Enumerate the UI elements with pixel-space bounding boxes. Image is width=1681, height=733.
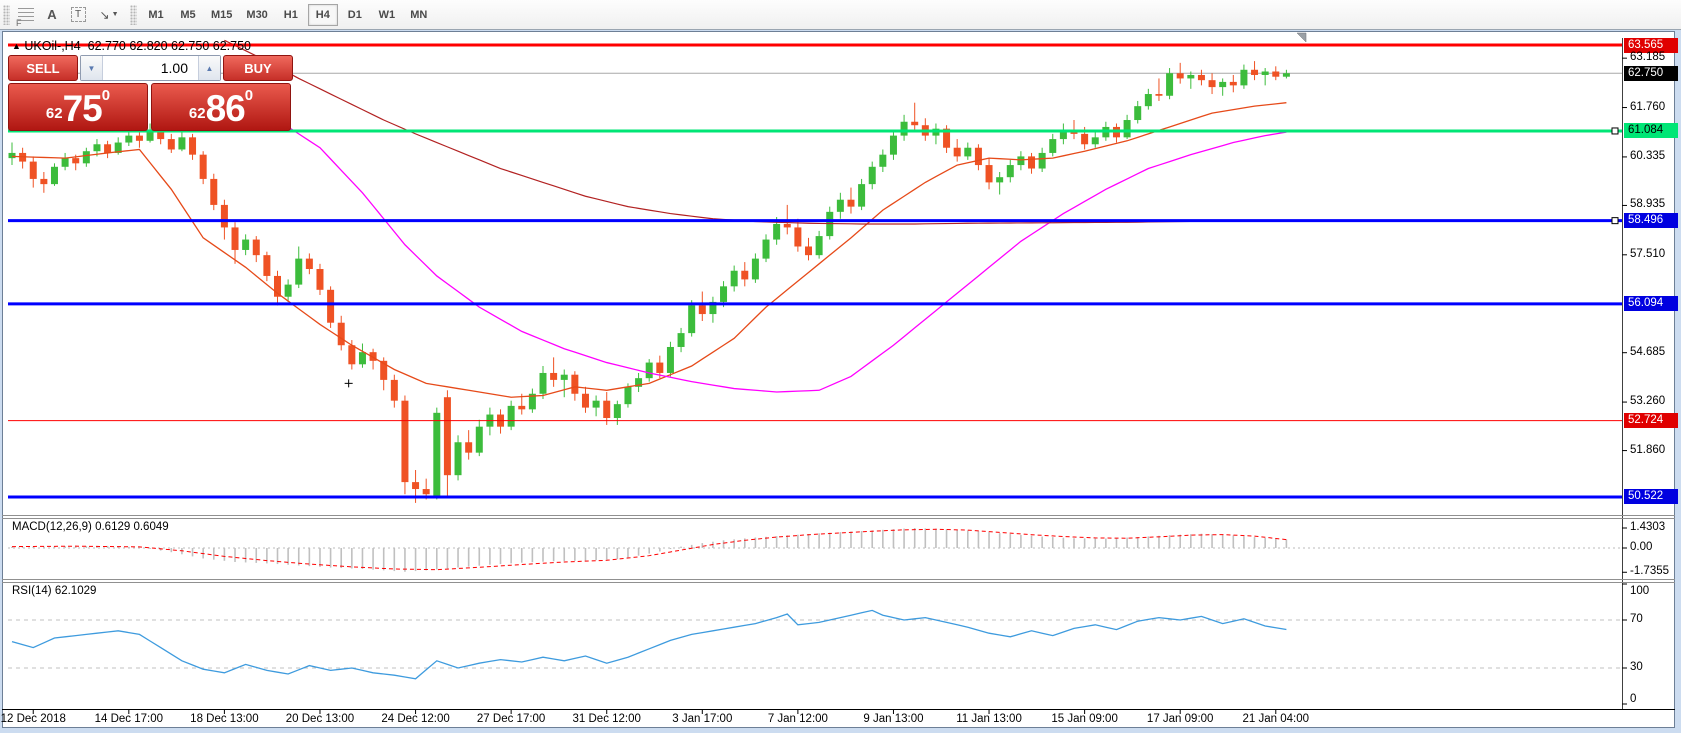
buy-button[interactable]: BUY: [223, 55, 293, 81]
chart-title: ▲ UKOil-,H4 62.770 62.820 62.750 62.750: [12, 39, 251, 53]
buy-quote-button[interactable]: 62 86 0: [151, 83, 291, 131]
sell-quote-button[interactable]: 62 75 0: [8, 83, 148, 131]
sell-price-big: 75: [62, 88, 103, 129]
timeframe-button-m15[interactable]: M15: [211, 8, 233, 21]
timeframe-button-m1[interactable]: M1: [148, 8, 164, 21]
symbol-marker-icon: ▲: [12, 41, 21, 51]
fibonacci-icon: F: [16, 7, 34, 28]
sell-button[interactable]: SELL: [8, 55, 78, 81]
buy-price-sup: 0: [244, 87, 254, 104]
timeframe-button-h4[interactable]: H4: [307, 3, 338, 26]
chart-symbol-period: UKOil-,H4: [24, 39, 81, 53]
rsi-label: RSI(14) 62.1029: [12, 585, 97, 597]
timeframe-button-m30[interactable]: M30: [246, 8, 268, 21]
timeframe-button-mn[interactable]: MN: [410, 8, 428, 21]
chevron-down-icon: ▼: [111, 11, 119, 18]
volume-spinner: ▼ 1.00 ▲: [80, 55, 221, 81]
arrows-icon: ↘: [99, 7, 110, 22]
volume-increase-button[interactable]: ▲: [198, 56, 220, 80]
toolbar: F A T ↘ ▼ M1 M5 M15 M30 H1 H4 D1 W1 MN: [0, 0, 1681, 30]
toolbar-grip[interactable]: [3, 4, 10, 25]
chart-frame: [2, 31, 1675, 728]
sell-price-whole: 62: [45, 105, 63, 122]
text-label-tool-button[interactable]: T: [65, 3, 91, 27]
one-click-trading-panel: SELL ▼ 1.00 ▲ BUY 62 75 0 62 86 0: [8, 55, 293, 131]
volume-input[interactable]: 1.00: [160, 60, 188, 76]
text-label-icon: T: [70, 7, 86, 22]
buy-price-big: 86: [205, 88, 246, 129]
text-tool-button[interactable]: A: [39, 3, 65, 27]
timeframe-bar: M1 M5 M15 M30 H1 H4 D1 W1 MN: [140, 3, 435, 26]
arrows-tool-button[interactable]: ↘ ▼: [91, 3, 127, 27]
text-icon: A: [47, 7, 57, 22]
fibonacci-tool-button[interactable]: F: [13, 3, 39, 28]
toolbar-grip-2[interactable]: [130, 4, 137, 25]
buy-price-whole: 62: [188, 105, 206, 122]
macd-label: MACD(12,26,9) 0.6129 0.6049: [12, 521, 169, 533]
chart-ohlc-values: 62.770 62.820 62.750 62.750: [87, 39, 251, 53]
timeframe-button-m5[interactable]: M5: [180, 8, 196, 21]
timeframe-button-h1[interactable]: H1: [283, 8, 298, 21]
timeframe-button-d1[interactable]: D1: [347, 8, 362, 21]
timeframe-button-w1[interactable]: W1: [378, 8, 396, 21]
volume-decrease-button[interactable]: ▼: [81, 56, 103, 80]
sell-price-sup: 0: [101, 87, 111, 104]
